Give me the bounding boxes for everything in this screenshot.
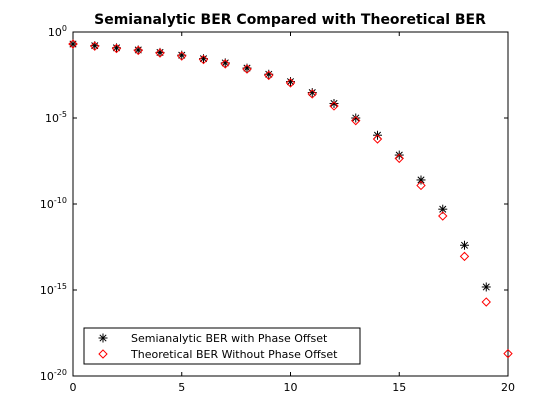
y-tick-label: 10-20	[40, 368, 67, 383]
theoretical-point	[90, 41, 100, 51]
chart-title: Semianalytic BER Compared with Theoretic…	[94, 12, 486, 28]
theoretical-point	[111, 43, 122, 54]
legend-label-theoretical: Theoretical BER Without Phase Offset	[130, 348, 338, 361]
x-tick-label: 20	[501, 381, 515, 394]
x-axis: 0 5 10 15 20	[70, 32, 515, 394]
y-tick-label: 100	[48, 24, 67, 39]
semianalytic-point	[416, 175, 426, 185]
theoretical-point	[503, 348, 513, 359]
x-tick-label: 15	[392, 381, 406, 394]
theoretical-point	[481, 297, 491, 307]
theoretical-point	[459, 251, 470, 262]
legend: Semianalytic BER with Phase Offset Theor…	[83, 327, 361, 365]
semianalytic-point	[329, 98, 339, 108]
legend-label-semianalytic: Semianalytic BER with Phase Offset	[131, 332, 328, 345]
legend-box	[83, 327, 361, 365]
semianalytic-point	[481, 282, 491, 292]
theoretical-point	[307, 89, 317, 99]
data-markers	[68, 39, 513, 359]
y-tick-label: 10-10	[40, 196, 67, 211]
theoretical-point	[220, 59, 230, 69]
theoretical-point	[68, 39, 78, 49]
theoretical-point	[351, 115, 361, 126]
y-tick-label: 10-5	[45, 110, 67, 125]
semianalytic-point	[68, 39, 78, 49]
semianalytic-point	[351, 113, 361, 123]
theoretical-point	[177, 51, 187, 61]
theoretical-point	[438, 211, 448, 221]
theoretical-point	[133, 45, 143, 56]
theoretical-point	[264, 70, 274, 81]
theoretical-point	[155, 48, 165, 58]
y-axis: 100 10-5 10-10 10-15 10-20	[40, 24, 508, 383]
x-tick-label: 5	[178, 381, 185, 394]
theoretical-point	[242, 64, 252, 74]
x-tick-label: 10	[284, 381, 298, 394]
theoretical-point	[329, 101, 339, 111]
theoretical-point	[416, 180, 426, 191]
theoretical-point	[198, 54, 209, 65]
legend-diamond-icon	[98, 349, 108, 359]
x-tick-label: 0	[70, 381, 77, 394]
semianalytic-point	[460, 240, 469, 250]
theoretical-point	[285, 78, 296, 88]
theoretical-point	[372, 134, 383, 144]
y-tick-label: 10-15	[40, 282, 67, 297]
theoretical-point	[394, 153, 404, 164]
legend-star-icon	[98, 333, 108, 343]
